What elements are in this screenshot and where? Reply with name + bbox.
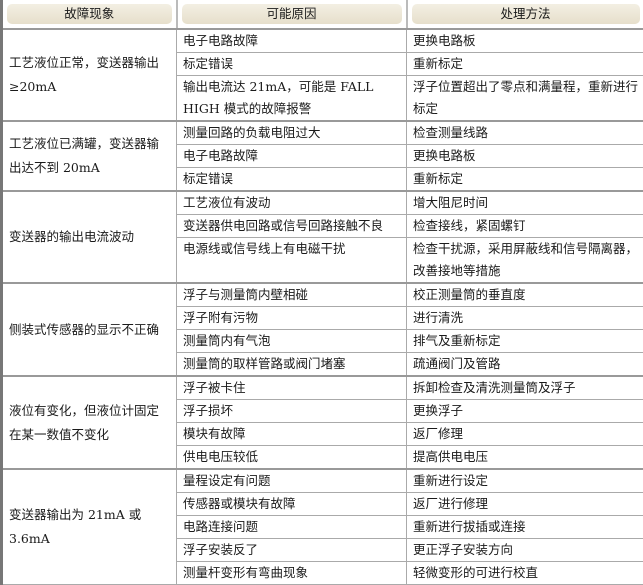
- cause-cell: 浮子与测量筒内壁相碰: [177, 283, 407, 307]
- cause-cell: 测量回路的负载电阻过大: [177, 121, 407, 145]
- cause-cell: 浮子安装反了: [177, 539, 407, 562]
- symptom-cell: 工艺液位正常，变送器输出≥20mA: [2, 29, 177, 121]
- solution-cell: 更正浮子安装方向: [407, 539, 643, 562]
- solution-cell: 轻微变形的可进行校直: [407, 562, 643, 585]
- cause-cell: 电子电路故障: [177, 29, 407, 53]
- cause-cell: 浮子损坏: [177, 400, 407, 423]
- cause-cell: 标定错误: [177, 168, 407, 192]
- cause-cell: 模块有故障: [177, 423, 407, 446]
- cause-cell: 供电电压较低: [177, 446, 407, 470]
- symptom-cell: 变送器的输出电流波动: [2, 191, 177, 283]
- solution-cell: 检查接线，紧固螺钉: [407, 215, 643, 238]
- table-row: 变送器的输出电流波动工艺液位有波动增大阻尼时间: [2, 191, 643, 215]
- header-symptom: 故障现象: [2, 0, 177, 29]
- solution-cell: 重新标定: [407, 168, 643, 192]
- cause-cell: 浮子附有污物: [177, 307, 407, 330]
- cause-cell: 量程设定有问题: [177, 469, 407, 493]
- solution-cell: 更换电路板: [407, 145, 643, 168]
- solution-cell: 重新进行拔插或连接: [407, 516, 643, 539]
- symptom-cell: 液位有变化，但液位计固定在某一数值不变化: [2, 376, 177, 469]
- solution-cell: 排气及重新标定: [407, 330, 643, 353]
- symptom-cell: 侧装式传感器的显示不正确: [2, 283, 177, 376]
- solution-cell: 重新标定: [407, 53, 643, 76]
- table-row: 侧装式传感器的显示不正确浮子与测量筒内壁相碰校正测量筒的垂直度: [2, 283, 643, 307]
- solution-cell: 增大阻尼时间: [407, 191, 643, 215]
- table-row: 液位有变化，但液位计固定在某一数值不变化浮子被卡住拆卸检查及清洗测量筒及浮子: [2, 376, 643, 400]
- solution-cell: 返厂进行修理: [407, 493, 643, 516]
- solution-cell: 检查干扰源，采用屏蔽线和信号隔离器，改善接地等措施: [407, 238, 643, 284]
- solution-cell: 拆卸检查及清洗测量筒及浮子: [407, 376, 643, 400]
- cause-cell: 传感器或模块有故障: [177, 493, 407, 516]
- cause-cell: 输出电流达 21mA，可能是 FALL HIGH 模式的故障报警: [177, 76, 407, 122]
- cause-cell: 电源线或信号线上有电磁干扰: [177, 238, 407, 284]
- solution-cell: 提高供电电压: [407, 446, 643, 470]
- cause-cell: 电子电路故障: [177, 145, 407, 168]
- header-solution: 处理方法: [407, 0, 643, 29]
- cause-cell: 测量筒内有气泡: [177, 330, 407, 353]
- solution-cell: 重新进行设定: [407, 469, 643, 493]
- solution-cell: 检查测量线路: [407, 121, 643, 145]
- header-row: 故障现象 可能原因 处理方法: [2, 0, 643, 29]
- cause-cell: 测量杆变形有弯曲现象: [177, 562, 407, 585]
- solution-cell: 进行清洗: [407, 307, 643, 330]
- header-cause: 可能原因: [177, 0, 407, 29]
- cause-cell: 工艺液位有波动: [177, 191, 407, 215]
- cause-cell: 电路连接问题: [177, 516, 407, 539]
- cause-cell: 标定错误: [177, 53, 407, 76]
- symptom-cell: 变送器输出为 21mA 或 3.6mA: [2, 469, 177, 585]
- solution-cell: 疏通阀门及管路: [407, 353, 643, 377]
- cause-cell: 浮子被卡住: [177, 376, 407, 400]
- solution-cell: 浮子位置超出了零点和满量程，重新进行标定: [407, 76, 643, 122]
- solution-cell: 更换电路板: [407, 29, 643, 53]
- solution-cell: 更换浮子: [407, 400, 643, 423]
- solution-cell: 校正测量筒的垂直度: [407, 283, 643, 307]
- solution-cell: 返厂修理: [407, 423, 643, 446]
- symptom-cell: 工艺液位已满罐，变送器输出达不到 20mA: [2, 121, 177, 191]
- cause-cell: 测量筒的取样管路或阀门堵塞: [177, 353, 407, 377]
- cause-cell: 变送器供电回路或信号回路接触不良: [177, 215, 407, 238]
